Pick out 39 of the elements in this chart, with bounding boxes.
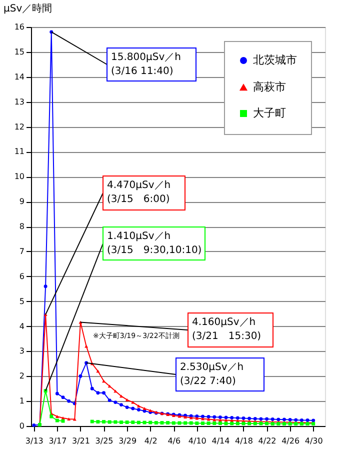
y-tick-label: 13 [14, 97, 24, 106]
y-tick-label: 7 [19, 246, 24, 256]
x-tick-label: 3/21 [72, 436, 90, 446]
x-tick-label: 4/18 [235, 436, 253, 446]
x-tick-label: 4/22 [258, 436, 276, 446]
y-tick-label: 11 [14, 147, 24, 156]
y-tick-label: 1 [19, 396, 24, 406]
legend-label: 北茨城市 [253, 54, 297, 66]
x-tick-label: 4/6 [168, 436, 181, 446]
legend-label: 高萩市 [253, 80, 286, 94]
y-tick-label: 4 [19, 322, 24, 331]
y-tick-label: 2 [19, 372, 24, 381]
x-tick-label: 4/14 [212, 436, 230, 446]
x-tick-label: 4/26 [282, 436, 300, 446]
x-tick-label: 4/10 [188, 436, 206, 446]
y-tick-label: 0 [19, 422, 24, 430]
y-tick-label: 12 [14, 122, 24, 132]
annotation: 4.160μSv／h (3/21 15:30) [192, 317, 262, 342]
annotation: 15.800μSv／h (3/16 11:40) [111, 52, 181, 77]
annotation: 4.470μSv／h (3/15 6:00) [107, 180, 171, 205]
y-tick-label: 10 [14, 172, 24, 182]
annotation: 2.530μSv／h (3/22 7:40) [180, 362, 244, 387]
annotation: 1.410μSv／h (3/15 9:30,10:10) [107, 231, 202, 256]
x-tick-label: 4/2 [144, 436, 158, 446]
y-tick-label: 9 [19, 197, 24, 206]
legend-label: 大子町 [253, 106, 286, 120]
y-tick-label: 5 [19, 296, 24, 306]
x-tick-label: 4/30 [304, 436, 323, 446]
y-tick-label: 6 [19, 272, 24, 281]
y-tick-label: 16 [14, 22, 24, 32]
y-tick-label: 8 [19, 222, 24, 231]
y-axis-title: μSv／時間 [4, 2, 52, 14]
x-tick-label: 3/13 [25, 436, 44, 446]
x-tick-label: 3/17 [48, 436, 67, 446]
y-tick-label: 3 [19, 346, 24, 356]
x-tick-label: 3/25 [95, 436, 114, 446]
y-tick-label: 15 [14, 47, 24, 56]
y-tick-label: 14 [14, 72, 24, 82]
x-tick-label: 3/29 [118, 436, 137, 446]
